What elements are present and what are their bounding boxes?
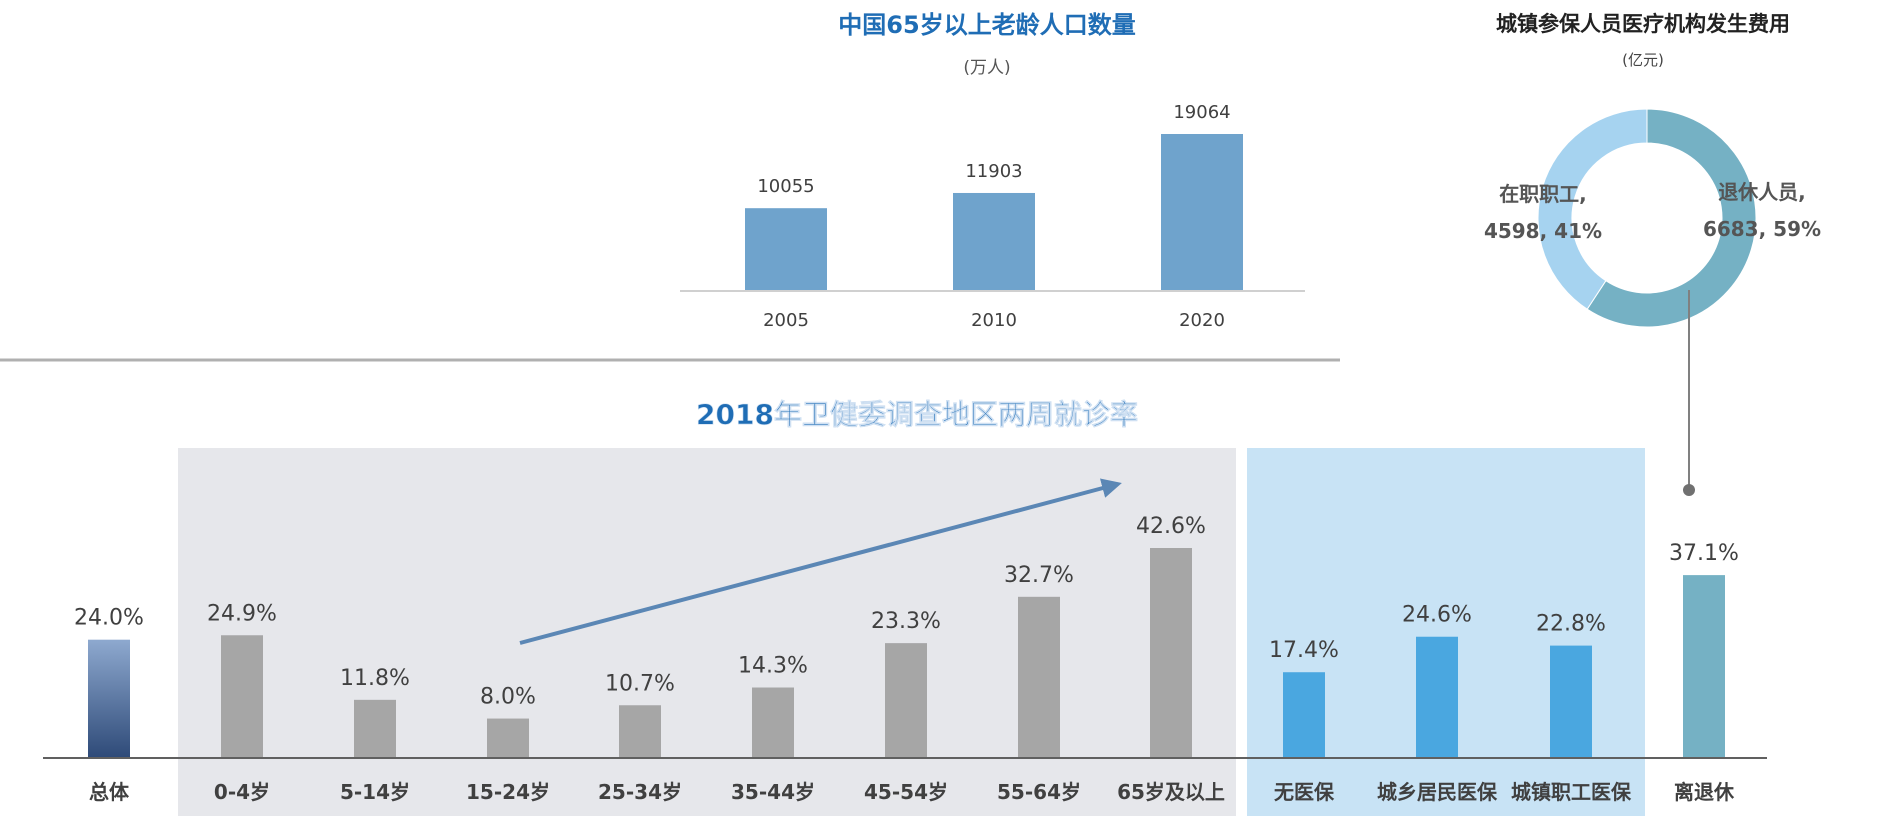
visit-value-label: 24.6% — [1402, 603, 1472, 628]
visit-bar-5 — [752, 687, 794, 758]
elderly-chart-title: 中国65岁以上老龄人口数量 — [838, 11, 1135, 39]
visit-category-label: 65岁及以上 — [1117, 780, 1225, 804]
visit-value-label: 22.8% — [1536, 612, 1606, 637]
visit-value-label: 17.4% — [1269, 638, 1339, 663]
donut-label-retired-name: 退休人员, — [1718, 180, 1806, 204]
donut-label-retired-value: 6683, 59% — [1703, 217, 1821, 241]
visit-category-label: 离退休 — [1674, 780, 1735, 804]
visit-rate-title: 2018年卫健委调查地区两周就诊率 — [696, 398, 1138, 431]
visit-category-label: 城乡居民医保 — [1377, 780, 1498, 804]
elderly-bars: 10055 2005 11903 2010 19064 2020 — [745, 102, 1243, 331]
visit-bar-1 — [221, 635, 263, 758]
donut-connector-dot — [1683, 484, 1695, 496]
visit-category-label: 15-24岁 — [466, 780, 550, 804]
elderly-bar-2020 — [1161, 134, 1243, 291]
visit-category-label: 25-34岁 — [598, 780, 682, 804]
visit-bar-7 — [1018, 596, 1060, 758]
trend-arrow — [519, 478, 1122, 645]
donut-slice-1 — [1537, 108, 1648, 310]
elderly-tick-label: 2005 — [763, 310, 809, 331]
visit-value-label: 10.7% — [605, 671, 675, 696]
visit-rate-chart: 2018年卫健委调查地区两周就诊率 24.0% 总体 24.9% 0-4岁 11.8% 5… — [43, 398, 1767, 816]
elderly-chart-unit: (万人) — [963, 58, 1010, 78]
elderly-value-label: 11903 — [965, 161, 1022, 182]
visit-bar-8 — [1150, 548, 1192, 758]
visit-bar-10 — [1416, 636, 1458, 758]
visit-bar-0 — [88, 639, 130, 758]
elderly-bar-2010 — [953, 192, 1035, 291]
visit-category-label: 无医保 — [1274, 780, 1335, 804]
visit-bar-6 — [885, 643, 927, 758]
age-group-panel — [178, 448, 1236, 816]
visit-rate-bars: 24.0% 总体 24.9% 0-4岁 11.8% 5-14岁 8.0% 15-24岁 10.7… — [74, 514, 1739, 804]
elderly-value-label: 19064 — [1173, 102, 1230, 123]
donut-label-employed-name: 在职职工, — [1499, 182, 1587, 206]
visit-category-label: 0-4岁 — [214, 780, 270, 804]
donut-chart-title: 城镇参保人员医疗机构发生费用 — [1496, 12, 1790, 36]
donut-chart-unit: (亿元) — [1622, 51, 1664, 69]
elderly-tick-label: 2010 — [971, 310, 1017, 331]
visit-bar-9 — [1283, 672, 1325, 758]
visit-value-label: 37.1% — [1669, 541, 1739, 566]
insurance-cost-donut-chart: 城镇参保人员医疗机构发生费用 (亿元) 退休人员, 6683, 59% 在职职工… — [1484, 12, 1821, 496]
visit-bar-12 — [1683, 575, 1725, 758]
elderly-bar-2005 — [745, 208, 827, 291]
elderly-population-chart: 中国65岁以上老龄人口数量 (万人) 10055 2005 11903 2010 190… — [680, 11, 1305, 331]
visit-bar-2 — [354, 699, 396, 758]
visit-value-label: 14.3% — [738, 654, 808, 679]
visit-value-label: 8.0% — [480, 685, 536, 710]
donut-slices — [1537, 108, 1757, 328]
visit-value-label: 23.3% — [871, 609, 941, 634]
visit-category-label: 55-64岁 — [997, 780, 1081, 804]
visit-category-label: 45-54岁 — [864, 780, 948, 804]
visit-category-label: 35-44岁 — [731, 780, 815, 804]
visit-value-label: 24.0% — [74, 606, 144, 631]
visit-category-label: 总体 — [89, 780, 130, 804]
visit-category-label: 城镇职工医保 — [1511, 780, 1632, 804]
visit-value-label: 11.8% — [340, 666, 410, 691]
donut-slice-0 — [1586, 108, 1757, 328]
elderly-value-label: 10055 — [757, 176, 814, 197]
visit-value-label: 42.6% — [1136, 514, 1206, 539]
visit-bar-4 — [619, 705, 661, 758]
visit-category-label: 5-14岁 — [340, 780, 410, 804]
visit-bar-11 — [1550, 645, 1592, 758]
visit-bar-3 — [487, 718, 529, 758]
donut-label-employed-value: 4598, 41% — [1484, 219, 1602, 243]
visit-value-label: 32.7% — [1004, 563, 1074, 588]
visit-value-label: 24.9% — [207, 601, 277, 626]
elderly-tick-label: 2020 — [1179, 310, 1225, 331]
